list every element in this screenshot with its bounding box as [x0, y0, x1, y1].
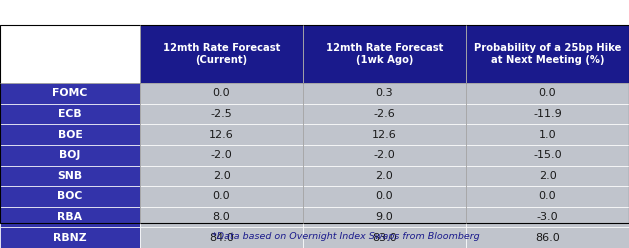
Text: RBA: RBA [57, 212, 82, 222]
Bar [0, 124, 140, 145]
Text: 0.0: 0.0 [213, 191, 230, 201]
Bar [303, 145, 466, 166]
Bar [0, 25, 140, 83]
Text: 0.3: 0.3 [376, 88, 393, 98]
Text: -15.0: -15.0 [533, 150, 562, 160]
Bar [140, 166, 303, 186]
Bar [140, 207, 303, 227]
Text: -3.0: -3.0 [537, 212, 559, 222]
Bar [140, 25, 303, 83]
Bar [140, 227, 303, 248]
Text: 0.0: 0.0 [538, 88, 556, 98]
Text: BOE: BOE [58, 130, 82, 140]
Text: BOJ: BOJ [59, 150, 81, 160]
Bar [303, 25, 466, 83]
Bar [466, 207, 629, 227]
Text: FOMC: FOMC [52, 88, 87, 98]
Bar [0, 186, 140, 207]
Bar [303, 207, 466, 227]
Text: 8.0: 8.0 [213, 212, 230, 222]
Bar [303, 83, 466, 104]
Text: -2.0: -2.0 [211, 150, 232, 160]
Text: 2.0: 2.0 [538, 171, 557, 181]
Text: 9.0: 9.0 [376, 212, 393, 222]
Bar [466, 227, 629, 248]
Text: 1.0: 1.0 [538, 130, 556, 140]
Text: *Data based on Overnight Index Swaps from Bloomberg: *Data based on Overnight Index Swaps fro… [212, 232, 480, 241]
Text: Probability of a 25bp Hike
at Next Meeting (%): Probability of a 25bp Hike at Next Meeti… [474, 43, 621, 65]
Bar [0, 227, 140, 248]
Bar [303, 227, 466, 248]
Bar [0, 104, 140, 124]
Bar [0, 83, 140, 104]
Text: -2.6: -2.6 [374, 109, 396, 119]
Text: 12.6: 12.6 [372, 130, 397, 140]
Bar [303, 186, 466, 207]
Bar [466, 145, 629, 166]
Text: 2.0: 2.0 [376, 171, 393, 181]
Text: 83.0: 83.0 [372, 233, 397, 243]
Bar [466, 104, 629, 124]
Text: 0.0: 0.0 [376, 191, 393, 201]
Bar [140, 83, 303, 104]
Bar [140, 104, 303, 124]
Bar [466, 166, 629, 186]
Bar [0, 207, 140, 227]
Text: ECB: ECB [58, 109, 82, 119]
Text: 12mth Rate Forecast
(Current): 12mth Rate Forecast (Current) [163, 43, 280, 65]
Bar [0, 145, 140, 166]
Text: 12.6: 12.6 [209, 130, 234, 140]
Bar [140, 145, 303, 166]
Text: 86.0: 86.0 [535, 233, 560, 243]
Text: 12mth Rate Forecast
(1wk Ago): 12mth Rate Forecast (1wk Ago) [326, 43, 443, 65]
Bar [0, 166, 140, 186]
Bar [0, 25, 629, 223]
Text: SNB: SNB [57, 171, 82, 181]
Text: 0.0: 0.0 [213, 88, 230, 98]
Bar [140, 124, 303, 145]
Bar [303, 124, 466, 145]
Bar [466, 83, 629, 104]
Bar [140, 186, 303, 207]
Bar [466, 25, 629, 83]
Text: 2.0: 2.0 [213, 171, 230, 181]
Text: -11.9: -11.9 [533, 109, 562, 119]
Text: -2.5: -2.5 [211, 109, 232, 119]
Text: 84.0: 84.0 [209, 233, 234, 243]
Bar [466, 186, 629, 207]
Text: RBNZ: RBNZ [53, 233, 87, 243]
Text: 0.0: 0.0 [538, 191, 556, 201]
Bar [303, 166, 466, 186]
Bar [303, 104, 466, 124]
Text: -2.0: -2.0 [374, 150, 396, 160]
Text: BOC: BOC [57, 191, 82, 201]
Bar [466, 124, 629, 145]
